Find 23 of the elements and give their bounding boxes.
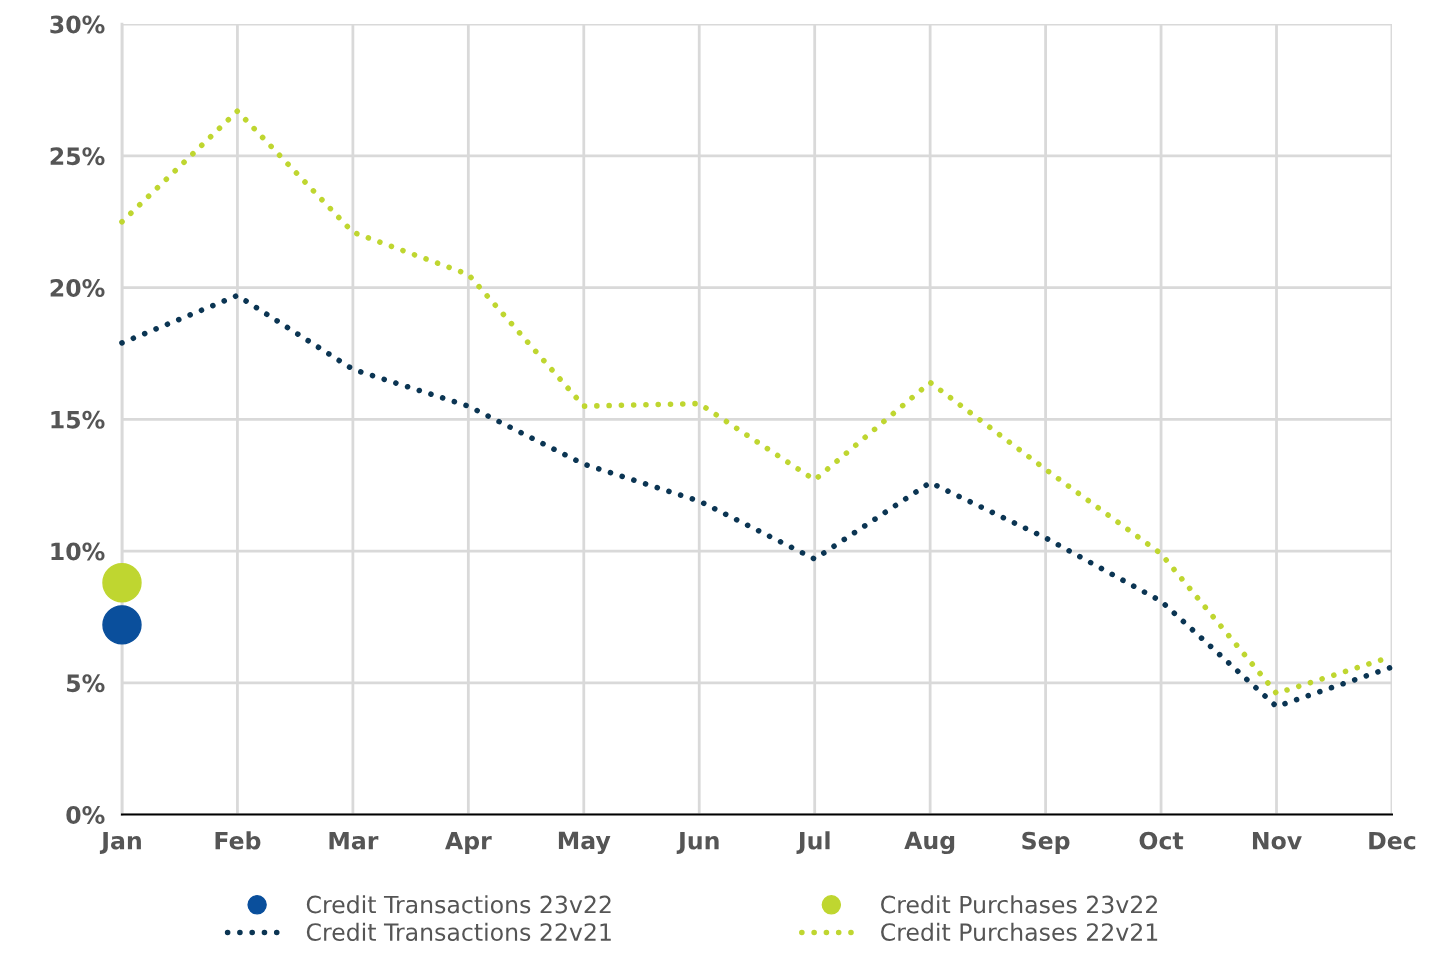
y-tick-label: 15% <box>51 410 105 429</box>
x-tick-label: Jan <box>99 831 141 854</box>
legend-label: Credit Purchases 22v21 <box>881 922 1158 942</box>
y-tick-label: 25% <box>50 147 105 166</box>
legend-label: Credit Purchases 23v22 <box>881 895 1157 914</box>
y-tick-label: 0% <box>66 806 105 824</box>
x-tick-label: May <box>558 831 611 855</box>
legend-label: Credit Transactions 23v22 <box>306 895 611 914</box>
x-tick-label: Oct <box>1139 831 1184 850</box>
y-tick-label: 20% <box>50 279 105 297</box>
x-tick-label: Apr <box>445 831 492 855</box>
x-tick-label: Jul <box>796 831 830 854</box>
x-tick-label: Aug <box>904 831 955 855</box>
x-tick-label: Sep <box>1022 831 1070 855</box>
x-tick-label: Dec <box>1369 831 1416 850</box>
x-tick-label: Jun <box>676 831 719 854</box>
x-tick-label: Mar <box>329 831 379 850</box>
x-tick-label: Nov <box>1252 831 1302 850</box>
y-tick-label: 30% <box>50 15 105 34</box>
x-tick-label: Feb <box>215 831 261 850</box>
y-tick-label: 10% <box>51 542 105 561</box>
legend-label: Credit Transactions 22v21 <box>306 922 611 942</box>
y-tick-label: 5% <box>67 674 105 693</box>
